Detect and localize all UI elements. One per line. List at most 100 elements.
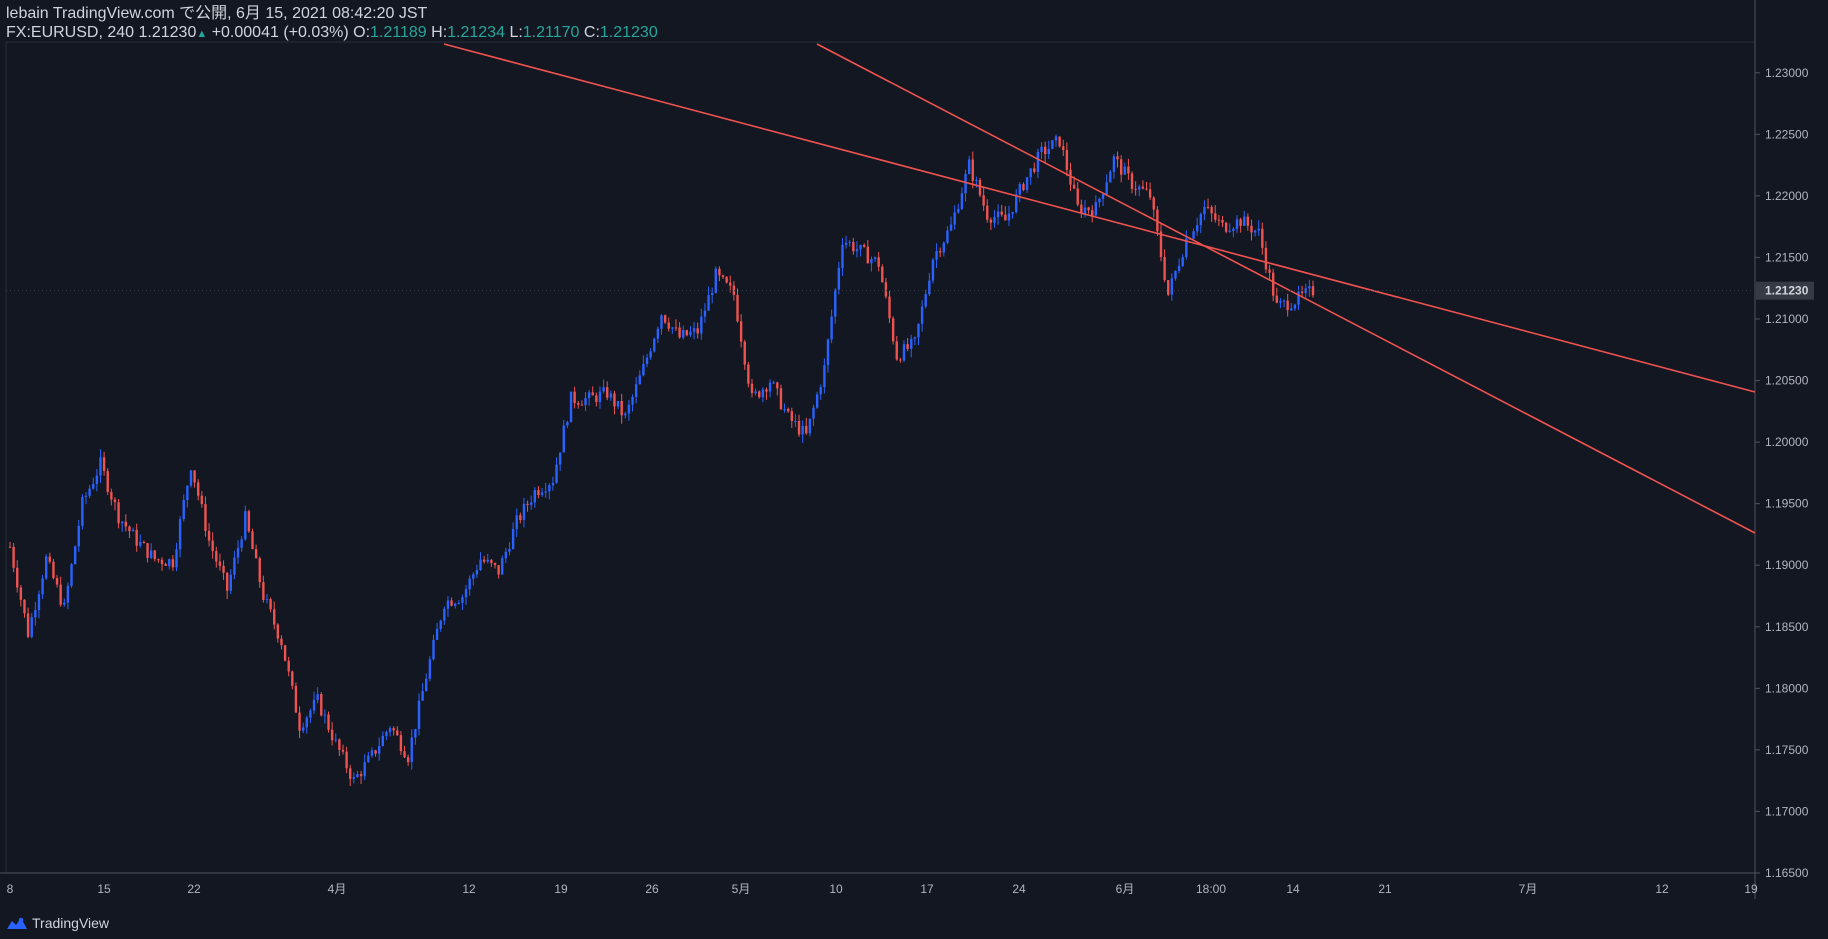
candle-body	[1167, 280, 1170, 295]
y-tick-label: 1.21500	[1765, 250, 1809, 264]
candle-body	[1138, 186, 1141, 190]
candle-body	[562, 425, 565, 453]
candle-body	[106, 470, 109, 492]
candle-body	[1101, 194, 1105, 199]
candle-body	[620, 400, 623, 416]
candle-body	[55, 578, 59, 585]
y-tick-label: 1.23000	[1765, 66, 1809, 80]
candle-body	[291, 671, 294, 686]
candle-body	[1145, 188, 1148, 190]
footer-brand[interactable]: TradingView	[32, 915, 110, 931]
footer: TradingView	[6, 915, 109, 931]
candle-body	[435, 629, 439, 640]
candle-body	[558, 452, 562, 465]
candle-body	[920, 306, 924, 324]
candle-body	[537, 490, 540, 495]
candle-body	[497, 565, 500, 575]
x-tick-label: 7月	[1519, 882, 1538, 896]
candle-body	[649, 351, 652, 358]
candle-body	[1087, 207, 1090, 211]
candle-body	[334, 739, 337, 741]
candle-body	[450, 600, 453, 606]
candle-body	[265, 599, 269, 601]
symbol-label[interactable]: FX:EURUSD, 240	[6, 24, 135, 41]
candle-body	[59, 584, 62, 605]
x-tick-label: 4月	[328, 882, 347, 896]
candle-body	[367, 755, 370, 763]
x-tick-label: 8	[7, 882, 14, 896]
candle-body	[8, 546, 12, 548]
candle-body	[729, 282, 732, 286]
change-arrow-icon: ▲	[196, 28, 208, 40]
candle-body	[218, 561, 222, 566]
candle-body	[309, 710, 312, 718]
trendlines[interactable]	[443, 43, 1756, 534]
candle-body	[859, 244, 862, 250]
candle-body	[443, 608, 446, 621]
tradingview-logo-icon[interactable]	[6, 916, 28, 930]
candle-body	[551, 482, 555, 486]
candle-body	[439, 620, 442, 630]
candle-body	[942, 242, 946, 253]
candle-body	[624, 413, 627, 416]
candle-body	[1036, 151, 1040, 172]
candle-body	[797, 420, 801, 435]
price-axis[interactable]: 1.23000 1.22500 1.22000 1.21500 1.21000 1.205…	[1755, 66, 1809, 880]
candle-body	[73, 546, 77, 565]
candle-body	[468, 578, 471, 590]
candle-body	[1246, 216, 1250, 226]
candle-body	[475, 570, 479, 575]
candle-body	[363, 762, 366, 777]
candle-body	[577, 403, 580, 405]
candle-body	[23, 599, 26, 614]
candle-body	[236, 547, 240, 558]
candle-body	[566, 422, 569, 426]
candle-body	[696, 328, 699, 334]
candle-body	[504, 551, 508, 559]
candle-body	[812, 407, 815, 419]
candle-body	[656, 328, 660, 339]
candle-body	[743, 341, 746, 365]
y-tick-label: 1.21000	[1765, 312, 1809, 326]
candle-body	[758, 391, 761, 398]
candle-body	[240, 539, 243, 548]
x-tick-label: 24	[1012, 882, 1026, 896]
candle-body	[703, 310, 707, 317]
candle-body	[1105, 182, 1108, 195]
x-tick-label: 18:00	[1196, 882, 1226, 896]
candle-body	[1054, 136, 1058, 141]
candle-body	[776, 382, 779, 389]
candle-body	[533, 490, 537, 503]
candle-body	[486, 559, 489, 562]
candle-body	[508, 548, 511, 552]
candle-body	[573, 391, 576, 404]
candle-body	[986, 205, 989, 220]
candle-body	[544, 491, 547, 493]
candle-body	[1206, 206, 1210, 208]
candle-body	[189, 470, 193, 486]
candle-body	[287, 660, 290, 672]
candle-body	[1243, 216, 1246, 226]
candle-body	[95, 475, 99, 484]
candle-body	[1000, 211, 1003, 215]
candle-body	[251, 531, 254, 550]
candle-body	[175, 549, 178, 568]
candle-body	[540, 492, 544, 495]
candle-body	[606, 387, 609, 398]
candle-body	[276, 624, 280, 639]
candle-body	[269, 599, 272, 610]
candle-body	[895, 341, 898, 360]
candle-body	[591, 392, 594, 396]
candle-body	[685, 330, 689, 336]
channel-trendline	[443, 43, 1756, 393]
candle-body	[949, 224, 953, 231]
candle-body	[707, 295, 710, 311]
candle-body	[1192, 231, 1195, 239]
candle-body	[855, 249, 859, 252]
candle-body	[16, 567, 19, 588]
time-axis[interactable]: 8 15 22 4月 12 19 26 5月 10 17 24 6月 18:00 14 21 7月 12 19	[7, 882, 1758, 896]
candle-body	[975, 180, 978, 182]
candle-body	[957, 209, 960, 213]
candle-body	[938, 251, 942, 253]
